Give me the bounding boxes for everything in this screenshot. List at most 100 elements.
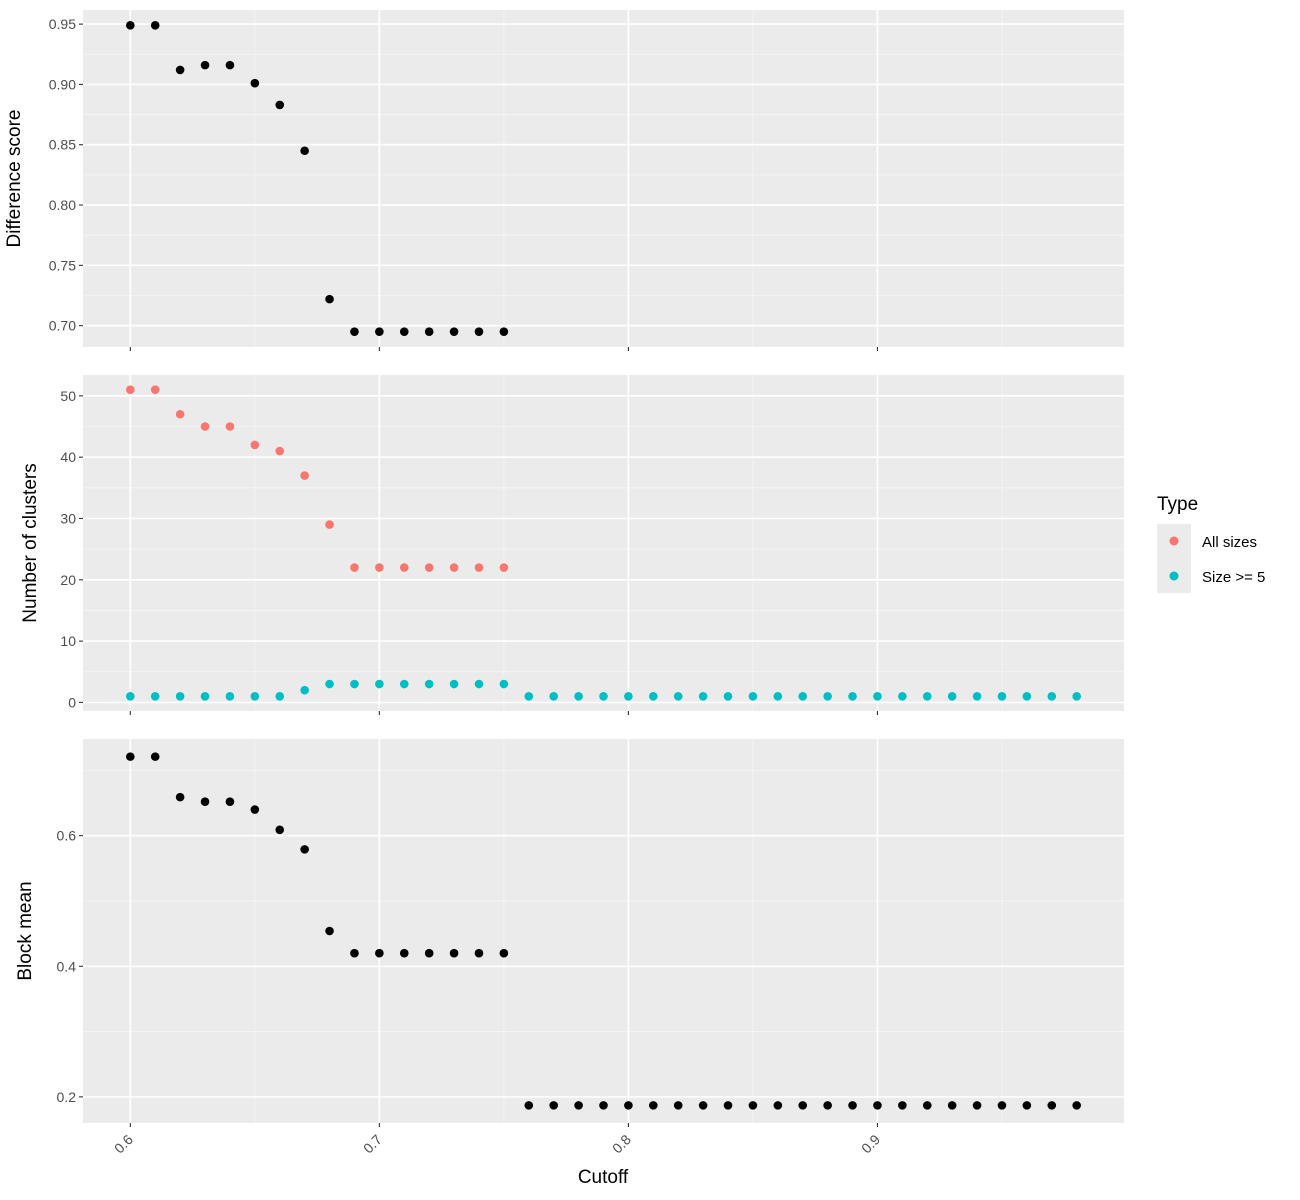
- y-tick-label: 20: [60, 572, 76, 588]
- y-tick-label: 0.95: [49, 16, 76, 32]
- data-point: [126, 21, 135, 30]
- x-axis-title: Cutoff: [578, 1167, 629, 1188]
- data-point: [325, 294, 334, 304]
- x-tick-label: 0.7: [360, 1131, 385, 1156]
- data-point: [798, 1101, 808, 1110]
- data-point-size-5: [649, 691, 658, 701]
- data-point: [175, 65, 185, 75]
- y-tick-label: 10: [60, 633, 76, 649]
- data-point: [150, 752, 160, 761]
- data-point-all-sizes: [375, 563, 384, 572]
- data-point: [375, 327, 384, 336]
- data-point: [150, 21, 160, 30]
- y-tick-label: 0.6: [57, 828, 77, 844]
- panel-background: [83, 739, 1124, 1123]
- legend-key-all-sizes: [1169, 536, 1179, 546]
- data-point: [325, 926, 334, 936]
- data-point-size-5: [798, 691, 808, 701]
- y-axis-title-number-of-clusters: Number of clusters: [20, 463, 41, 622]
- y-tick-label: 0.90: [49, 76, 76, 92]
- data-point-size-5: [175, 691, 185, 701]
- panel-number-of-clusters: 0 10 20 30 40 50 Number of clusters: [20, 375, 1124, 715]
- x-tick-label: 0.9: [858, 1131, 883, 1156]
- data-point: [624, 1101, 633, 1110]
- data-point-all-sizes: [275, 446, 285, 456]
- data-point-size-5: [399, 679, 409, 689]
- data-point-size-5: [126, 691, 135, 701]
- data-point-size-5: [947, 691, 957, 701]
- panel-background: [83, 10, 1124, 347]
- data-point-size-5: [449, 679, 459, 689]
- data-point: [773, 1101, 783, 1110]
- data-point: [200, 60, 210, 70]
- data-point: [449, 948, 459, 958]
- data-point-size-5: [898, 691, 907, 701]
- data-point-all-sizes: [474, 563, 484, 572]
- data-point: [723, 1101, 733, 1110]
- data-point-all-sizes: [424, 563, 434, 572]
- legend-key-size-ge-5: [1169, 571, 1179, 581]
- data-point: [1022, 1101, 1032, 1110]
- data-point: [175, 792, 185, 802]
- data-point: [225, 60, 235, 70]
- data-point: [474, 327, 484, 336]
- data-point-size-5: [723, 691, 733, 701]
- data-point-size-5: [922, 691, 932, 701]
- data-point-size-5: [200, 691, 210, 701]
- data-point-all-sizes: [126, 385, 135, 395]
- data-point-all-sizes: [175, 409, 185, 419]
- y-axis-title-difference-score: Difference score: [4, 110, 25, 248]
- data-point-size-5: [748, 691, 758, 701]
- data-point-size-5: [275, 691, 285, 701]
- data-point: [449, 327, 459, 336]
- data-point: [225, 797, 235, 806]
- data-point: [275, 100, 285, 110]
- data-point-size-5: [250, 691, 260, 701]
- data-point-size-5: [1047, 691, 1057, 701]
- data-point: [300, 146, 309, 156]
- data-point: [574, 1101, 583, 1110]
- y-tick-label: 0: [68, 694, 76, 710]
- data-point: [275, 825, 285, 835]
- data-point: [499, 327, 509, 336]
- data-point-size-5: [574, 691, 583, 701]
- data-point-size-5: [997, 691, 1007, 701]
- legend-label-size-ge-5: Size >= 5: [1202, 569, 1265, 586]
- data-point: [1047, 1101, 1057, 1110]
- panel-difference-score: 0.70 0.75 0.80 0.85 0.90 0.95 Difference score: [4, 10, 1124, 351]
- data-point: [399, 327, 409, 336]
- data-point: [1072, 1101, 1081, 1110]
- data-point: [474, 948, 484, 958]
- data-point-size-5: [150, 691, 160, 701]
- data-point: [350, 327, 359, 336]
- data-point: [549, 1101, 558, 1110]
- data-point: [524, 1101, 534, 1110]
- data-point-size-5: [873, 691, 882, 701]
- data-point-size-5: [848, 691, 857, 701]
- y-tick-label: 0.80: [49, 197, 76, 213]
- data-point-size-5: [624, 691, 633, 701]
- legend: Type All sizes Size >= 5: [1157, 494, 1265, 593]
- panel-block-mean: 0.2 0.4 0.6 0.6 0.7 0.8 0.9 Block mean: [15, 739, 1124, 1156]
- data-point-all-sizes: [325, 520, 334, 529]
- data-point-size-5: [325, 679, 334, 689]
- data-point: [126, 752, 135, 761]
- x-tick-label: 0.6: [111, 1131, 136, 1156]
- data-point: [848, 1101, 857, 1110]
- data-point-size-5: [773, 691, 783, 701]
- data-point-size-5: [972, 691, 982, 701]
- data-point: [922, 1101, 932, 1110]
- data-point-size-5: [698, 691, 708, 701]
- data-point-all-sizes: [200, 422, 210, 431]
- data-point-size-5: [599, 691, 608, 701]
- data-point: [250, 78, 260, 88]
- data-point-size-5: [350, 679, 359, 689]
- data-point: [499, 948, 509, 958]
- y-tick-label: 0.2: [57, 1089, 77, 1105]
- data-point-size-5: [673, 691, 683, 701]
- data-point: [300, 845, 309, 854]
- data-point-size-5: [823, 691, 832, 701]
- y-tick-label: 0.70: [49, 318, 76, 334]
- panel-background: [83, 375, 1124, 711]
